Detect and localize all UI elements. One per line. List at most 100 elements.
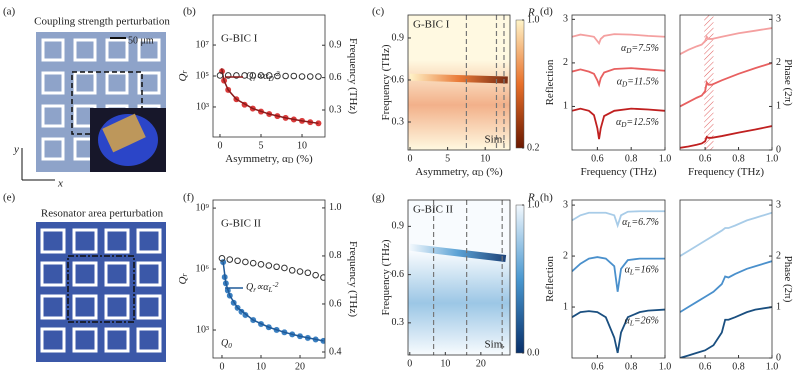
y2-tick-label: 0.9 [329,40,342,51]
x-tick-label: 0.6 [699,361,712,371]
plot-area [408,200,510,355]
plot-area [218,255,325,345]
x-tick-label: 0.8 [732,361,745,371]
y-axis-label: Reflection [544,59,556,105]
y-tick-label: 10⁹ [196,202,210,213]
axes-frame [407,14,511,151]
resonator [105,71,129,95]
resonator [104,228,130,254]
data-circle [257,72,265,79]
y-axis-label: Reflection [544,256,556,302]
curve-label: αD=11.5% [617,77,659,88]
legend-entry-part: Q [246,282,254,293]
curve-label: αL=16% [625,265,659,276]
panel-label: G-BIC I [221,33,258,45]
data-circle [290,72,298,80]
y2-axis-label: Phase (2π) [782,59,794,106]
y2-axis-label-part: Phase (2π) [782,59,794,106]
x-tick-label: 0.6 [591,361,604,371]
y-tick-label: 10³ [196,101,209,112]
colorbar-tick-label: 1.0 [527,14,540,25]
y-axis-label-part: Frequency (THz) [380,239,392,315]
axis-y: y [13,144,19,156]
curve [572,256,665,292]
x-axis-label-part: (%) [483,166,503,178]
curve [572,107,665,140]
y2-tick-label: 0.8 [329,250,342,261]
y-tick-label: 2 [776,250,781,261]
x-axis-label: Asymmetry, αD (%) [415,166,503,179]
panel-label: G-BIC I [413,19,450,31]
resonator [41,71,65,95]
colorbar-tick-label: 1.0 [527,199,540,210]
x-tick-label: 20 [476,358,486,369]
x-axis-label-part: D [478,169,484,178]
x-tick-label: 1.0 [659,153,672,164]
plot-area [572,210,665,354]
colorbar-label: R [527,7,535,19]
curve-label-part: α [625,316,631,327]
y2-tick-label: 0.4 [329,346,342,357]
x-tick-label: 10 [480,153,490,164]
data-circle [306,73,314,80]
axes-frame [679,199,773,359]
data-circle [273,263,280,271]
resonator [40,294,66,320]
panel-title: Resonator area perturbation [41,208,164,220]
y-tick-label: 0.3 [392,116,405,127]
resonator [72,228,98,254]
x-axis-label-part: Frequency (THz) [688,166,764,178]
y-tick-label: 0.3 [392,317,405,328]
curve [680,62,772,108]
y2-tick-label: 1.0 [329,202,342,213]
y-axis-label-part: Reflection [544,59,556,105]
panel-letter: (g) [372,192,385,204]
resonator [40,261,66,287]
curve-label-part: =16% [634,265,659,276]
q0-note: Q0 [221,338,232,349]
y-tick-label: 3 [563,14,568,25]
resonator [104,327,130,353]
y-tick-label: 0.6 [392,74,405,85]
unit-cell-box [67,255,135,323]
data-circle [224,72,232,79]
axes-frame [571,199,666,359]
x-axis-label: Asymmetry, αD (%) [225,153,313,166]
legend-entry-part: r [253,75,256,83]
data-circle [298,73,306,80]
x-tick-label: 0 [217,140,222,151]
curve-label-part: =6.7% [631,218,659,229]
scale-label: 50 μm [128,35,154,46]
plot-area [572,33,665,140]
resonance-band [409,73,508,84]
y-axis-label-part: r [180,70,189,74]
data-circle [282,72,289,80]
legend-entry-part: r [253,286,256,294]
axis-x: x [57,178,63,190]
colorbar-label: R [527,192,535,204]
legend-entry-part: D [267,75,274,83]
x-tick-label: 1.0 [766,361,779,371]
y-axis-label-part: Reflection [544,256,556,302]
x-tick-label: 0 [407,358,412,369]
curve-label-part: D [620,121,627,129]
curve-label-part: =26% [634,316,659,327]
y-tick-label: 10³ [196,324,209,335]
panel-letter: (e) [3,192,16,204]
micrograph [36,222,166,362]
y-axis-label: Frequency (THz) [380,44,392,120]
heatmap-background [408,200,510,355]
resonator [136,261,162,287]
resonator [104,261,130,287]
x-tick-label: 0.8 [625,361,638,371]
resonator [72,294,98,320]
panel-label: G-BIC II [413,204,453,216]
fit-line [220,68,319,125]
y-axis-label: Qr [177,70,190,82]
data-circle [265,72,273,79]
panel-letter: (b) [183,6,196,18]
plot-area [408,15,510,150]
legend-entry: Qr∝αL-2 [246,281,279,294]
data-circle [234,257,241,265]
